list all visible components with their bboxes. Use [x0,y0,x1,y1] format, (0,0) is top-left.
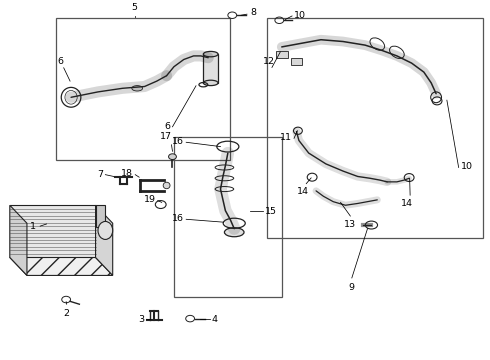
Text: 10: 10 [294,12,306,21]
Ellipse shape [132,86,143,91]
Text: 12: 12 [263,57,274,66]
Bar [174,137,282,297]
Text: 9: 9 [349,283,355,292]
Text: 11: 11 [280,133,292,142]
Bar [56,18,230,160]
Text: 4: 4 [212,315,218,324]
Polygon shape [96,205,113,275]
Text: 8: 8 [250,8,256,17]
Text: 14: 14 [297,186,309,195]
Bar [203,54,218,83]
Bar [267,18,483,238]
Text: 14: 14 [401,199,413,208]
Ellipse shape [224,228,244,237]
Text: 1: 1 [30,222,36,231]
Polygon shape [96,205,105,227]
Text: 5: 5 [132,3,138,12]
Text: 13: 13 [344,220,356,229]
Bar [291,58,302,65]
Polygon shape [10,257,113,275]
Text: 3: 3 [138,315,145,324]
Text: 16: 16 [172,137,184,146]
Text: 16: 16 [172,214,184,223]
Text: 19: 19 [144,195,156,204]
Ellipse shape [203,80,218,86]
Bar [276,50,288,58]
Ellipse shape [98,221,113,239]
Text: 6: 6 [58,57,64,66]
Ellipse shape [203,51,218,57]
Polygon shape [10,205,27,275]
Text: 17: 17 [160,132,172,141]
Ellipse shape [163,182,170,189]
Ellipse shape [169,154,176,159]
Text: 18: 18 [122,169,133,178]
Text: 10: 10 [461,162,472,171]
Text: 6: 6 [165,122,171,131]
Text: 2: 2 [64,309,70,318]
Polygon shape [10,205,96,257]
Text: 15: 15 [265,207,276,216]
Text: 7: 7 [97,170,103,179]
